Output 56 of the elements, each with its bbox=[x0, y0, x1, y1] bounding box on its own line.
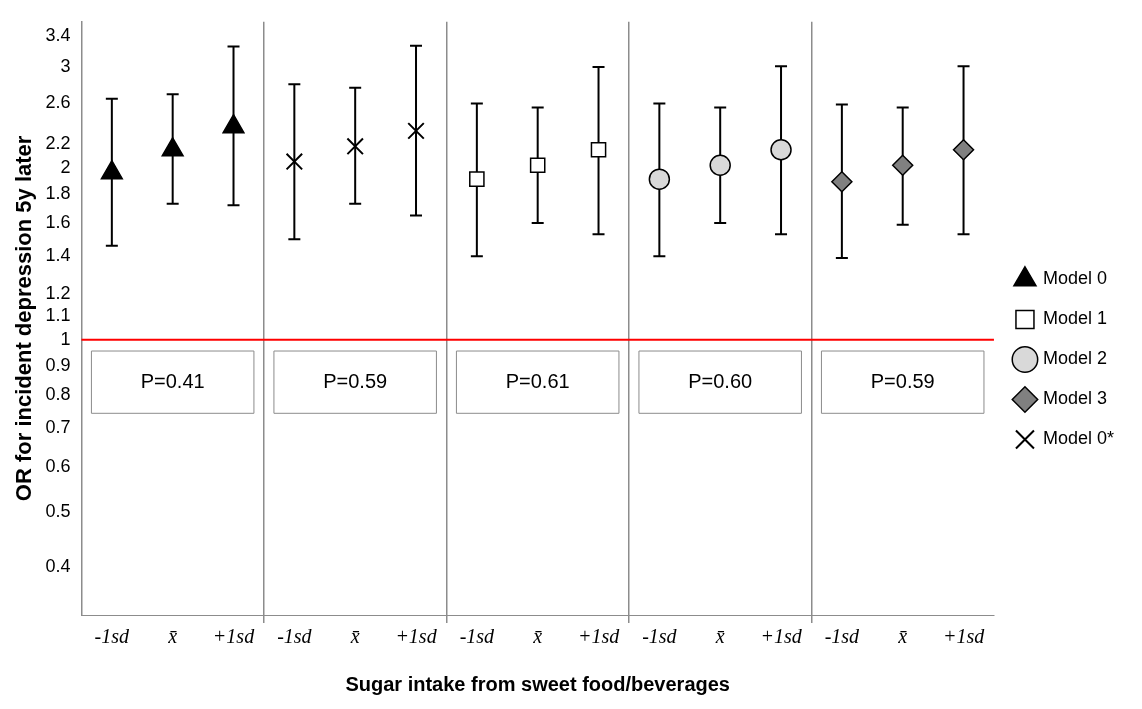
legend-label: Model 0 bbox=[1042, 268, 1107, 289]
point bbox=[952, 139, 975, 161]
point bbox=[831, 171, 853, 193]
y-tick-label: 3.4 bbox=[45, 24, 71, 45]
y-tick-label: 0.6 bbox=[45, 455, 71, 476]
annotation: P=0.59 bbox=[870, 369, 935, 392]
x-tick-label: x̄ bbox=[714, 625, 725, 648]
annotation: P=0.61 bbox=[505, 369, 570, 392]
legend-label: Model 0* bbox=[1042, 428, 1114, 449]
x-tick-label: -1sd bbox=[459, 625, 496, 648]
y-tick-label: 1.2 bbox=[45, 283, 71, 304]
x-tick-label: -1sd bbox=[94, 625, 131, 648]
x-tick-label: +1sd bbox=[942, 625, 986, 648]
y-tick-label: 0.9 bbox=[45, 354, 71, 375]
y-tick-label: 1.6 bbox=[45, 212, 71, 233]
y-tick-label: 3 bbox=[60, 56, 71, 77]
y-tick-label: 0.7 bbox=[45, 417, 71, 438]
y-tick-label: 1.4 bbox=[45, 245, 71, 266]
x-tick-label: +1sd bbox=[212, 625, 256, 648]
point bbox=[770, 139, 792, 161]
point bbox=[407, 122, 425, 140]
annotation: P=0.41 bbox=[140, 369, 205, 392]
y-axis-title: OR for incident depression 5y later bbox=[11, 135, 37, 502]
x-axis-title: Sugar intake from sweet food/beverages bbox=[345, 672, 730, 695]
legend-label: Model 1 bbox=[1042, 308, 1107, 329]
x-tick-label: +1sd bbox=[760, 625, 803, 648]
point bbox=[709, 154, 731, 176]
annotation: P=0.60 bbox=[688, 369, 753, 392]
x-tick-label: x̄ bbox=[349, 625, 360, 648]
y-tick-label: 2.2 bbox=[45, 133, 71, 154]
x-tick-label: x̄ bbox=[167, 625, 178, 648]
x-tick-label: x̄ bbox=[897, 625, 908, 648]
point bbox=[469, 171, 485, 187]
y-tick-label: 2.6 bbox=[45, 91, 71, 112]
x-tick-label: -1sd bbox=[642, 625, 678, 648]
point bbox=[590, 141, 607, 158]
x-tick-label: -1sd bbox=[277, 625, 313, 648]
y-tick-label: 0.4 bbox=[45, 556, 71, 577]
x-tick-label: x̄ bbox=[532, 625, 543, 648]
point bbox=[346, 137, 364, 156]
y-tick-label: 1.8 bbox=[45, 182, 71, 203]
y-tick-label: 0.5 bbox=[45, 500, 71, 521]
y-tick-label: 2 bbox=[60, 156, 71, 177]
y-tick-label: 0.8 bbox=[45, 384, 71, 405]
x-tick-label: +1sd bbox=[577, 625, 621, 648]
y-tick-label: 1 bbox=[60, 328, 71, 349]
y-tick-label: 1.1 bbox=[45, 305, 71, 326]
x-tick-label: +1sd bbox=[395, 625, 438, 648]
point bbox=[285, 152, 304, 171]
point bbox=[529, 157, 546, 174]
annotation: P=0.59 bbox=[323, 369, 388, 392]
legend-label: Model 3 bbox=[1042, 388, 1107, 409]
legend-label: Model 2 bbox=[1042, 348, 1107, 369]
point bbox=[891, 154, 914, 176]
point bbox=[648, 168, 671, 190]
x-tick-label: -1sd bbox=[824, 625, 861, 648]
